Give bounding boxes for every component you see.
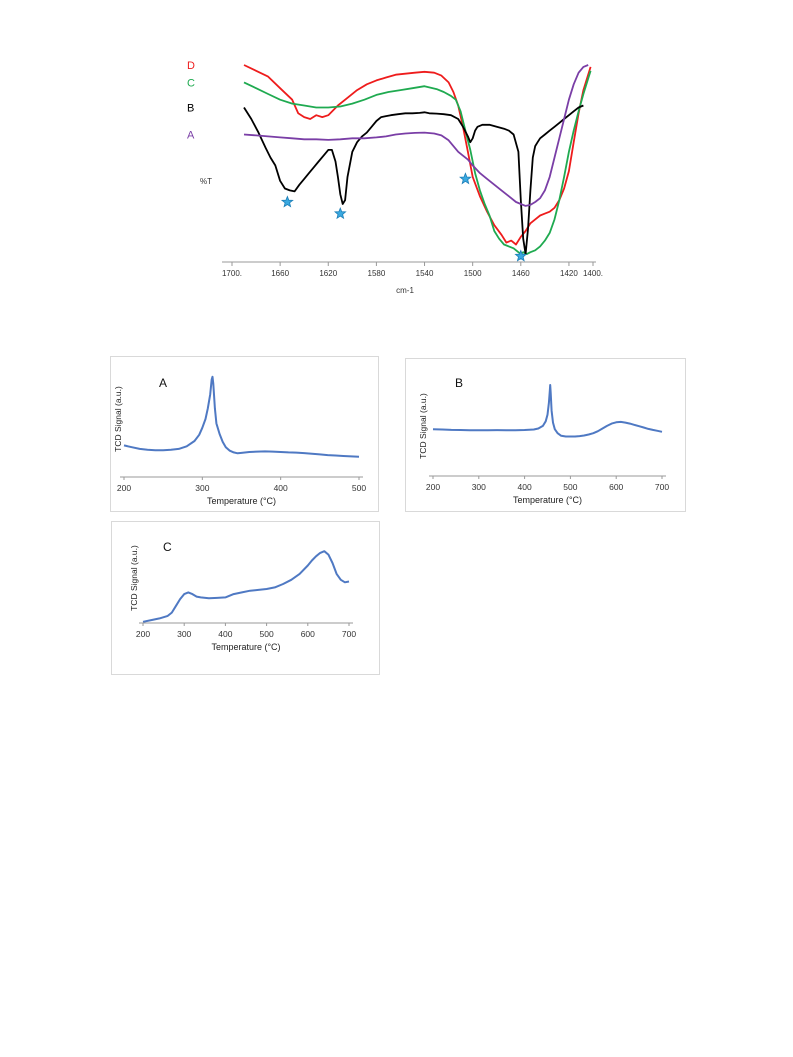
tpd-x-tick-label: 400 [274,483,288,493]
tpd-xlabel: Temperature (°C) [211,642,280,652]
tpd-chart-a: 200 300 400 500 Temperature (°C) TCD Signal (… [113,375,366,506]
tpd-x-tick-label: 600 [609,482,623,492]
ir-legend-label-c: C [187,77,195,89]
tpd-x-tick-label: 600 [301,629,315,639]
ir-star-markers [280,172,528,262]
tpd-ylabel: TCD Signal (a.u.) [129,545,139,611]
ir-x-tick-label: 1580 [368,269,386,278]
tpd-xlabel: Temperature (°C) [207,496,276,506]
tpd-x-tick-label: 300 [472,482,486,492]
ir-series-group [243,64,592,255]
star-marker-icon [459,172,472,185]
ir-x-tick-label: 1400. [583,269,603,278]
tpd-x-tick-label: 200 [136,629,150,639]
ir-series-b [243,104,584,255]
ir-x-tick-label: 1460 [512,269,530,278]
star-marker-icon [514,249,528,262]
ir-x-tick-label: 1500 [464,269,482,278]
tpd-chart-c: 200 300 400 500 600 700 Temperature (°C) TCD Si… [129,540,356,652]
tpd-x-tick-label: 200 [117,483,131,493]
tpd-x-tick-label: 400 [218,629,232,639]
tpd-x-tick-label: 400 [518,482,532,492]
tpd-panel-b: 200 300 400 500 600 700 Temperature (°C) TCD Si… [405,358,686,512]
tpd-curve-b [432,384,663,438]
tpd-x-tick-label: 500 [260,629,274,639]
star-marker-icon [333,206,347,220]
tpd-panel-label: C [163,540,172,554]
tpd-x-tick-label: 700 [655,482,669,492]
tpd-ylabel: TCD Signal (a.u.) [418,393,428,459]
ir-ylabel: %T [200,177,212,186]
ir-x-tick-label: 1700. [222,269,242,278]
ir-series-c [243,70,592,255]
ir-x-tick-label: 1660 [271,269,289,278]
ir-x-tick-label: 1420 [560,269,578,278]
ir-legend-label-a: A [187,129,195,141]
tpd-x-tick-label: 300 [177,629,191,639]
ir-series-d [243,64,592,246]
tpd-chart-b: 200 300 400 500 600 700 Temperature (°C) TCD Si… [418,376,669,505]
tpd-x-tick-label: 300 [195,483,209,493]
tpd-x-tick-label: 500 [563,482,577,492]
tpd-xlabel: Temperature (°C) [513,495,582,505]
ir-series-a [243,64,589,207]
tpd-ylabel: TCD Signal (a.u.) [113,386,123,452]
tpd-curve-c [142,550,350,623]
tpd-panel-label: B [455,376,463,390]
tpd-curve-a [123,375,360,458]
tpd-panel-a: 200 300 400 500 Temperature (°C) TCD Signal (… [110,356,379,512]
tpd-panel-label: A [159,376,167,390]
ir-legend-label-b: B [187,102,194,114]
star-marker-icon [280,195,294,208]
ir-x-axis: 1700. 1660 1620 1580 1540 1500 1460 1420 1400. [222,261,603,278]
ir-x-tick-label: 1540 [416,269,434,278]
ir-spectrum-chart: DC B A 1700. 1660 1620 1580 1540 1500 1460 1420 14… [187,60,603,295]
ir-xlabel: cm-1 [396,286,414,295]
tpd-x-tick-label: 500 [352,483,366,493]
ir-x-tick-label: 1620 [319,269,337,278]
tpd-panel-c: 200 300 400 500 600 700 Temperature (°C) TCD Si… [111,521,380,675]
tpd-x-tick-label: 700 [342,629,356,639]
ir-legend-label-d: D [187,60,195,72]
tpd-x-tick-label: 200 [426,482,440,492]
ir-legend-labels: DC B A [187,60,195,141]
